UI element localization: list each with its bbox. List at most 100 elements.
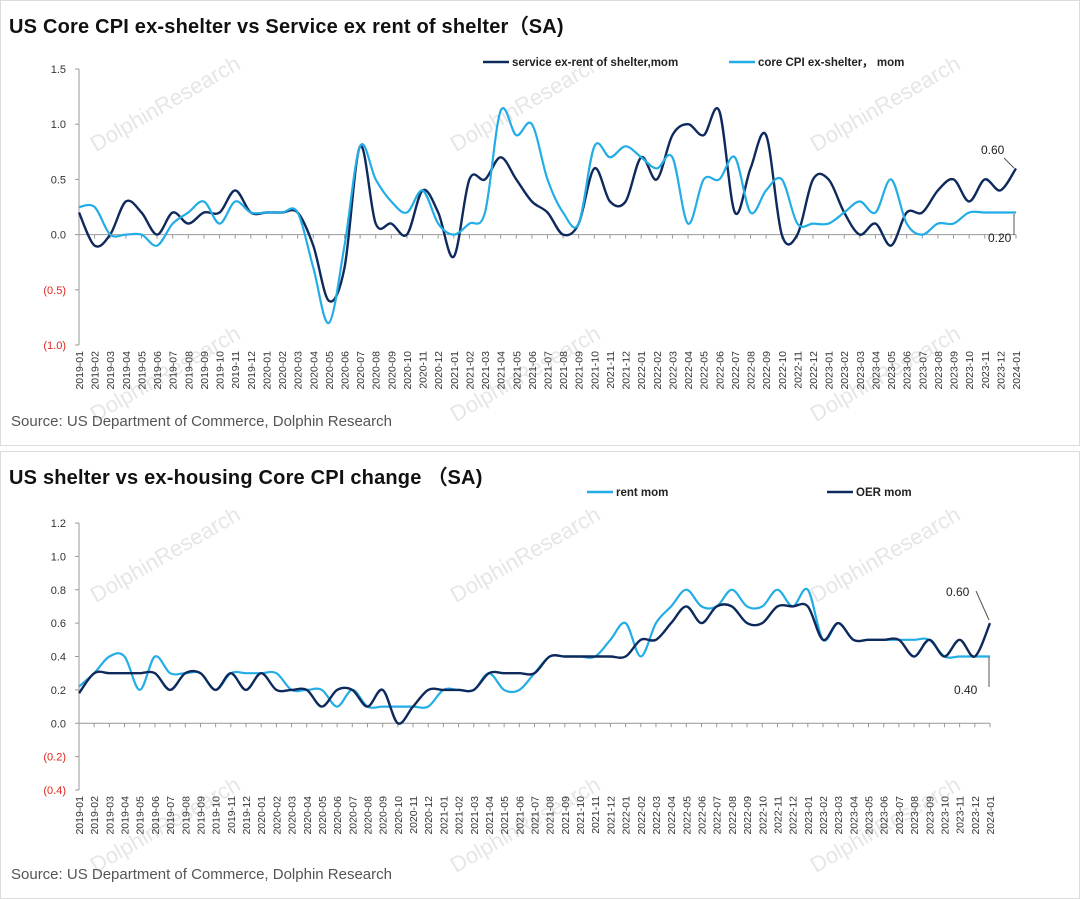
- x-tick-label: 2021-07: [530, 796, 542, 835]
- y-tick-label: (0.2): [43, 752, 66, 764]
- x-tick-label: 2022-10: [777, 351, 789, 390]
- x-tick-label: 2021-04: [484, 796, 496, 835]
- x-tick-label: 2021-06: [514, 796, 526, 835]
- x-tick-label: 2020-03: [293, 351, 305, 390]
- x-tick-label: 2019-10: [211, 796, 223, 835]
- x-tick-label: 2023-08: [933, 351, 945, 390]
- y-tick-label: 0.6: [51, 618, 66, 630]
- x-tick-label: 2023-05: [864, 796, 876, 835]
- x-tick-label: 2020-05: [317, 796, 329, 835]
- x-tick-label: 2020-07: [347, 796, 359, 835]
- x-tick-label: 2020-10: [393, 796, 405, 835]
- x-tick-label: 2021-08: [545, 796, 557, 835]
- x-tick-label: 2021-03: [480, 351, 492, 390]
- y-tick-label: 1.0: [51, 119, 66, 131]
- x-tick-label: 2022-11: [772, 796, 784, 834]
- x-tick-label: 2022-05: [681, 796, 693, 835]
- annotation-label: 0.60: [981, 143, 1005, 157]
- x-tick-label: 2021-10: [575, 796, 587, 835]
- x-tick-label: 2023-06: [879, 796, 891, 835]
- x-tick-label: 2019-03: [104, 796, 116, 835]
- x-tick-label: 2019-06: [152, 351, 164, 390]
- x-tick-label: 2023-11: [955, 796, 967, 834]
- x-tick-label: 2023-09: [949, 351, 961, 390]
- x-tick-label: 2021-11: [605, 351, 617, 389]
- x-tick-label: 2020-12: [433, 351, 445, 390]
- x-tick-label: 2023-09: [924, 796, 936, 835]
- x-tick-label: 2020-11: [408, 796, 420, 834]
- x-tick-label: 2023-02: [818, 796, 830, 835]
- x-tick-label: 2021-01: [449, 351, 461, 390]
- x-tick-label: 2023-03: [833, 796, 845, 835]
- x-tick-label: 2022-01: [636, 351, 648, 390]
- x-tick-label: 2022-02: [636, 796, 648, 835]
- x-tick-label: 2020-06: [332, 796, 344, 835]
- series-line: [78, 107, 1016, 325]
- x-tick-label: 2022-10: [757, 796, 769, 835]
- x-tick-label: 2020-04: [302, 796, 314, 835]
- series-line: [77, 107, 1018, 303]
- x-tick-label: 2019-11: [230, 351, 242, 389]
- x-tick-label: 2019-05: [135, 796, 147, 835]
- annotation-label: 0.20: [988, 231, 1012, 245]
- x-tick-label: 2022-01: [621, 796, 633, 835]
- x-tick-label: 2019-06: [150, 796, 162, 835]
- x-tick-label: 2020-08: [362, 796, 374, 835]
- y-tick-label: 1.5: [51, 64, 66, 76]
- x-tick-label: 2021-01: [438, 796, 450, 835]
- source-note: Source: US Department of Commerce, Dolph…: [11, 866, 392, 883]
- y-tick-label: 0.0: [51, 230, 66, 242]
- x-tick-label: 2021-05: [499, 796, 511, 835]
- x-tick-label: 2023-08: [909, 796, 921, 835]
- y-tick-label: 0.2: [51, 685, 66, 697]
- x-tick-label: 2023-02: [839, 351, 851, 390]
- x-tick-label: 2019-11: [226, 796, 238, 834]
- legend-label: service ex-rent of shelter,mom: [512, 57, 678, 69]
- x-tick-label: 2022-11: [792, 351, 804, 389]
- x-tick-label: 2019-12: [246, 351, 258, 390]
- x-tick-label: 2023-01: [824, 351, 836, 390]
- x-tick-label: 2020-10: [402, 351, 414, 390]
- x-tick-label: 2022-02: [652, 351, 664, 390]
- x-tick-label: 2020-11: [418, 351, 430, 389]
- x-tick-label: 2020-09: [386, 351, 398, 390]
- x-tick-label: 2023-07: [894, 796, 906, 835]
- x-tick-label: 2021-09: [560, 796, 572, 835]
- x-tick-label: 2023-10: [964, 351, 976, 390]
- source-note: Source: US Department of Commerce, Dolph…: [11, 413, 392, 430]
- x-tick-label: 2022-07: [730, 351, 742, 390]
- annotation-leader: [975, 590, 990, 621]
- x-tick-label: 2019-09: [199, 351, 211, 390]
- series-line: [78, 602, 992, 725]
- chart-title: US shelter vs ex-housing Core CPI change…: [9, 467, 483, 489]
- x-tick-label: 2019-02: [89, 796, 101, 835]
- x-tick-label: 2022-04: [683, 351, 695, 390]
- x-tick-label: 2020-02: [271, 796, 283, 835]
- x-tick-label: 2022-05: [699, 351, 711, 390]
- x-tick-label: 2020-01: [256, 796, 268, 835]
- annotation-label: 0.40: [954, 683, 978, 697]
- annotation-label: 0.60: [946, 585, 970, 599]
- x-tick-label: 2022-08: [727, 796, 739, 835]
- x-tick-label: 2023-10: [939, 796, 951, 835]
- legend-label: rent mom: [616, 487, 668, 499]
- x-tick-label: 2020-05: [324, 351, 336, 390]
- x-tick-label: 2021-10: [589, 351, 601, 390]
- x-tick-label: 2019-08: [183, 351, 195, 390]
- x-tick-label: 2022-12: [808, 351, 820, 390]
- x-tick-label: 2019-09: [195, 796, 207, 835]
- y-tick-label: 1.2: [51, 518, 66, 530]
- x-tick-label: 2022-09: [761, 351, 773, 390]
- x-tick-label: 2023-12: [995, 351, 1007, 390]
- x-tick-label: 2020-02: [277, 351, 289, 390]
- legend-label: core CPI ex-shelter， mom: [758, 57, 904, 69]
- x-tick-label: 2019-02: [90, 351, 102, 390]
- x-tick-label: 2023-07: [917, 351, 929, 390]
- x-tick-label: 2023-04: [848, 796, 860, 835]
- y-tick-label: 1.0: [51, 551, 66, 563]
- y-tick-label: (1.0): [43, 340, 66, 352]
- x-tick-label: 2021-02: [464, 351, 476, 390]
- x-tick-label: 2022-03: [651, 796, 663, 835]
- annotation-leader: [1003, 157, 1015, 169]
- x-tick-label: 2023-11: [980, 351, 992, 389]
